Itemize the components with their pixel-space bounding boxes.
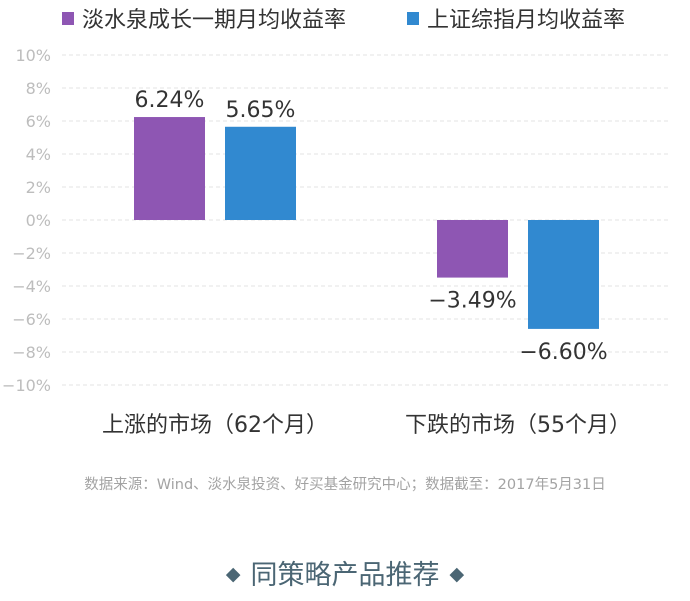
data-labels: 6.24% −3.49% 5.65% −6.60% <box>135 88 608 365</box>
bar <box>528 220 599 329</box>
recommendation-title: 同策略产品推荐 <box>250 560 440 591</box>
legend-label: 上证综指月均收益率 <box>427 8 625 33</box>
bar-chart: 10% 8% 6% 4% 2% 0% −2% −4% −6% −8% −10% 6.24% −3.49… <box>2 8 670 438</box>
data-label: −6.60% <box>519 340 607 365</box>
data-label: 6.24% <box>135 88 205 113</box>
diamond-left-icon: ◆ <box>225 563 241 585</box>
bar <box>225 126 296 220</box>
y-tick-label: −10% <box>2 376 51 395</box>
bar <box>134 117 205 220</box>
recommendation-heading: ◆ 同策略产品推荐 ◆ <box>0 553 690 592</box>
x-category-label: 上涨的市场（62个月） <box>102 413 328 438</box>
y-tick-label: −6% <box>12 310 51 329</box>
bars <box>134 117 599 329</box>
data-label: −3.49% <box>428 289 516 314</box>
y-tick-label: 0% <box>26 211 51 230</box>
x-axis-categories: 上涨的市场（62个月） 下跌的市场（55个月） <box>102 413 631 438</box>
data-source-note: 数据来源：Wind、淡水泉投资、好买基金研究中心；数据截至：2017年5月31日 <box>84 477 606 493</box>
legend-label: 淡水泉成长一期月均收益率 <box>82 8 346 33</box>
diamond-right-icon: ◆ <box>449 563 465 585</box>
y-tick-label: −8% <box>12 343 51 362</box>
legend-swatch <box>407 12 419 25</box>
x-category-label: 下跌的市场（55个月） <box>405 413 631 438</box>
y-tick-label: 8% <box>26 79 51 98</box>
bar <box>437 220 508 278</box>
y-tick-label: 2% <box>26 178 51 197</box>
y-axis-ticks: 10% 8% 6% 4% 2% 0% −2% −4% −6% −8% −10% <box>2 46 51 395</box>
data-label: 5.65% <box>226 98 296 123</box>
y-tick-label: −2% <box>12 244 51 263</box>
y-tick-label: 6% <box>26 112 51 131</box>
y-tick-label: −4% <box>12 277 51 296</box>
legend-swatch <box>62 12 74 25</box>
legend: 淡水泉成长一期月均收益率 上证综指月均收益率 <box>62 8 625 33</box>
y-tick-label: 10% <box>15 46 51 65</box>
y-tick-label: 4% <box>26 145 51 164</box>
